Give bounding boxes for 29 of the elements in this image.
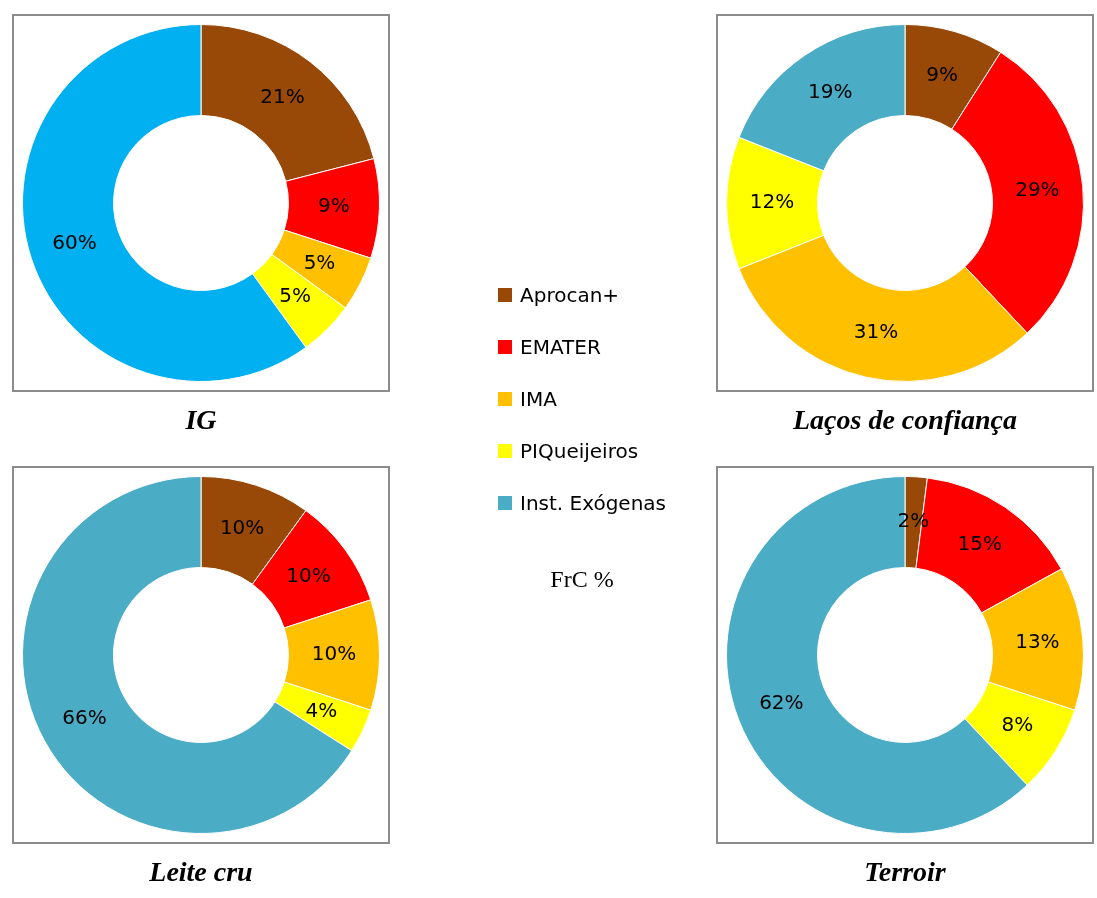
legend-label: Aprocan+ (520, 283, 620, 307)
data-label: 21% (260, 84, 305, 109)
data-label: 66% (62, 705, 107, 730)
data-label: 29% (1015, 176, 1060, 201)
data-label: 9% (926, 61, 958, 86)
data-label: 15% (957, 531, 1002, 556)
text: Terroir (863, 856, 947, 888)
data-label: 10% (286, 563, 331, 588)
data-label: 9% (318, 193, 350, 218)
data-label: 5% (279, 283, 311, 308)
data-label: 19% (808, 79, 853, 104)
text: FrC % (549, 566, 615, 593)
legend-label: EMATER (520, 335, 601, 359)
data-label: 8% (1001, 712, 1034, 737)
text: Leite cru (148, 856, 254, 888)
legend-label: Inst. Exógenas (520, 491, 666, 515)
data-label: 31% (853, 318, 899, 343)
text: IG (184, 404, 218, 436)
data-label: 60% (52, 230, 97, 255)
data-label: 13% (1015, 628, 1060, 653)
legend-label: PIQueijeiros (520, 439, 639, 463)
data-label: 5% (303, 249, 336, 274)
data-label: 10% (311, 641, 357, 666)
text: Laços de confiança (792, 404, 1018, 436)
data-label: 62% (759, 690, 804, 715)
data-label: 4% (305, 697, 338, 722)
data-label: 10% (219, 514, 265, 539)
legend-label: IMA (520, 387, 557, 411)
data-label: 12% (749, 189, 795, 214)
